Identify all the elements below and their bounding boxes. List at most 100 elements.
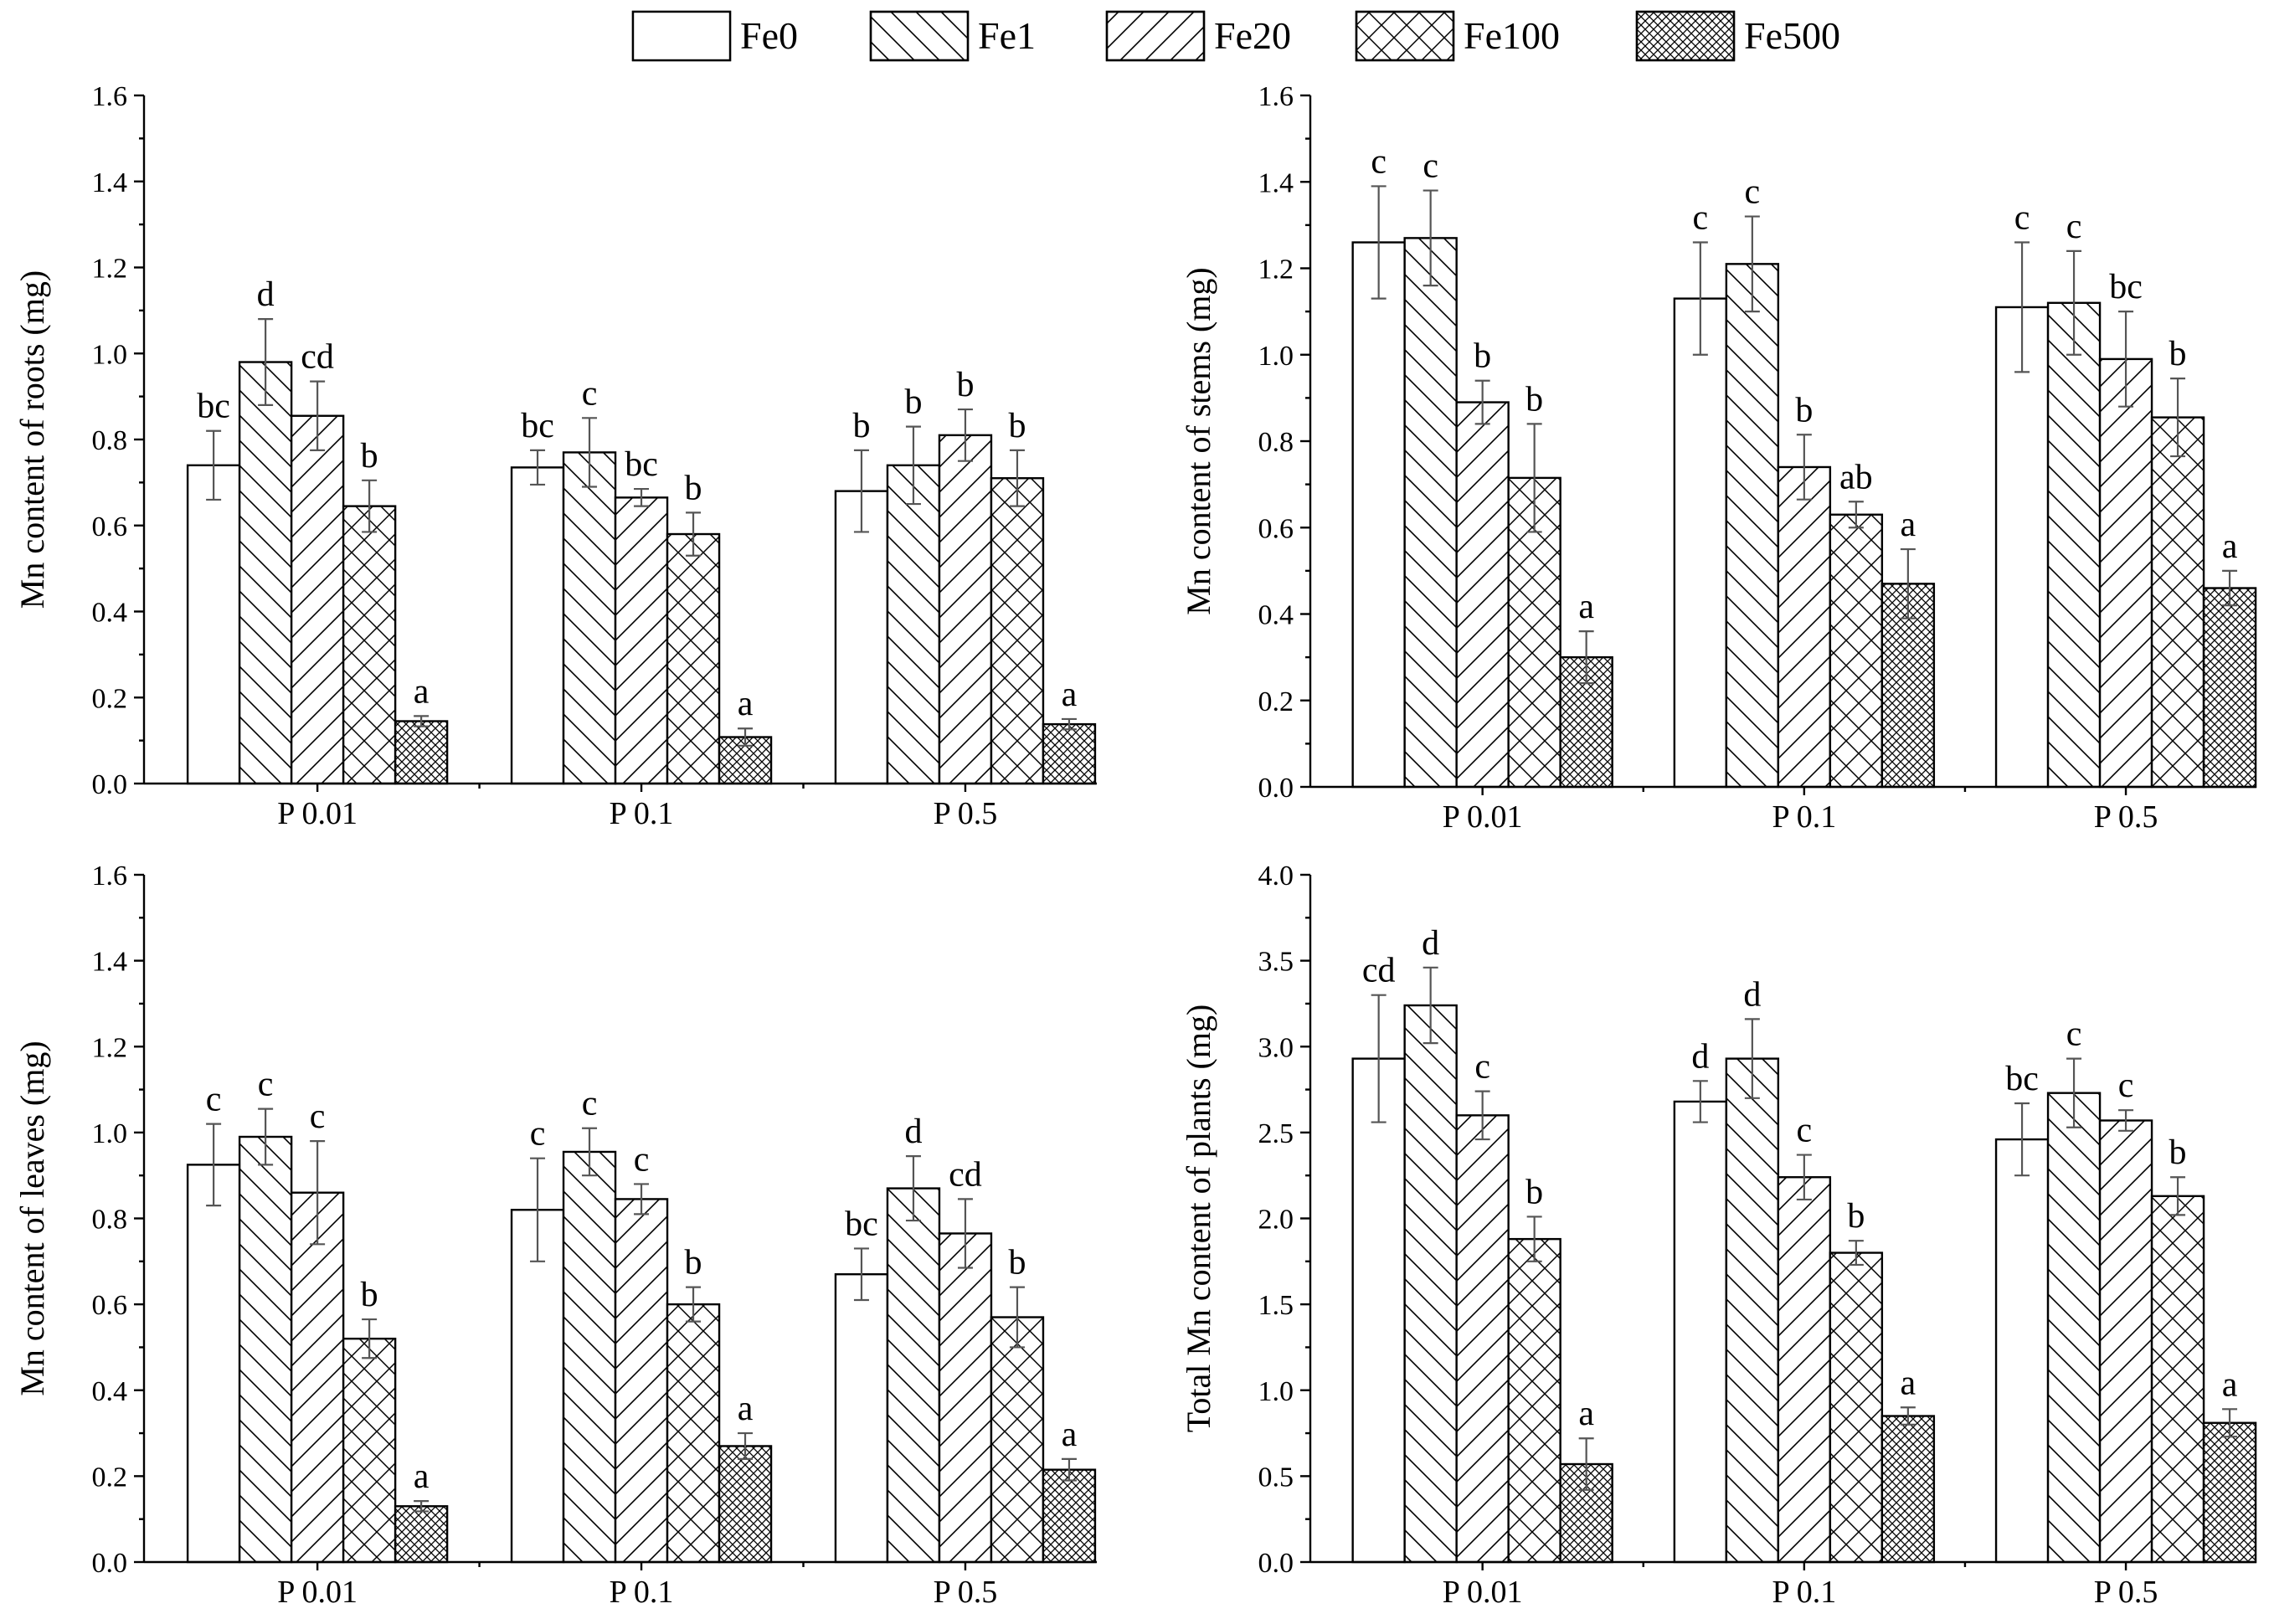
significance-letter: a — [414, 672, 430, 711]
significance-letter: a — [2222, 527, 2238, 566]
error-bar — [1423, 966, 1438, 1045]
y-tick-label: 0.4 — [1258, 600, 1294, 631]
significance-letter: b — [685, 469, 702, 507]
bar-fe100-1 — [342, 1337, 397, 1564]
error-bar — [1692, 1080, 1708, 1123]
y-tick-label: 1.5 — [1258, 1290, 1294, 1321]
y-tick-label: 1.0 — [1258, 1376, 1294, 1407]
error-bar — [2170, 378, 2186, 458]
bar-fe0-3 — [1994, 1138, 2050, 1564]
legend-label: Fe1 — [978, 14, 1036, 57]
significance-letter: bc — [625, 445, 658, 484]
significance-letter: bc — [2109, 268, 2143, 306]
error-bar — [1796, 434, 1812, 501]
significance-letter: b — [685, 1244, 702, 1282]
bar-fe0-1 — [1351, 1057, 1406, 1564]
y-tick-label: 1.2 — [92, 1032, 128, 1063]
significance-letter: a — [2222, 1365, 2238, 1404]
error-bar — [2014, 241, 2030, 373]
error-bar — [206, 1123, 222, 1207]
significance-letter: c — [634, 1140, 650, 1179]
y-axis-label: Mn content of stems (mg) — [1180, 267, 1217, 615]
error-bar — [738, 727, 754, 747]
bar-fe20-1 — [1455, 1114, 1510, 1564]
error-bar — [1009, 449, 1025, 507]
legend-label: Fe20 — [1214, 14, 1291, 57]
bar-fe0-3 — [834, 1273, 889, 1564]
significance-letter: b — [1847, 1197, 1865, 1236]
y-tick-label: 1.4 — [92, 947, 128, 978]
bar-fe1-1 — [238, 361, 293, 785]
y-tick-label: 1.4 — [92, 167, 128, 198]
error-bar — [362, 1318, 378, 1359]
y-tick-label: 3.0 — [1258, 1032, 1294, 1063]
error-bar — [634, 487, 650, 507]
bar-fe100-3 — [990, 477, 1045, 785]
bar-fe1-1 — [1403, 1004, 1458, 1564]
error-bar — [1371, 994, 1387, 1123]
error-bar — [957, 1198, 973, 1269]
y-tick-label: 1.2 — [1258, 254, 1294, 285]
error-bar — [2066, 249, 2082, 356]
bar-fe1-2 — [562, 451, 617, 785]
bar-fe500-2 — [1880, 1415, 1936, 1564]
y-tick-label: 2.5 — [1258, 1118, 1294, 1149]
significance-letter: bc — [2005, 1060, 2039, 1098]
legend-item-fe20: Fe20 — [1105, 10, 1291, 62]
bar-fe1-2 — [1725, 263, 1780, 789]
significance-letter: b — [1008, 1244, 1026, 1282]
y-tick-label: 0.8 — [1258, 427, 1294, 458]
significance-letter: b — [361, 437, 378, 475]
y-tick-label: 1.6 — [92, 861, 128, 892]
error-bar — [2014, 1102, 2030, 1177]
error-bar — [1848, 1240, 1864, 1267]
bar-fe100-2 — [1829, 513, 1884, 789]
y-tick-label: 4.0 — [1258, 861, 1294, 892]
bar-fe20-1 — [290, 414, 345, 785]
significance-letter: c — [1797, 1112, 1813, 1150]
bar-fe100-3 — [2150, 416, 2205, 789]
bar-fe0-3 — [834, 490, 889, 785]
error-bar — [310, 1140, 326, 1246]
legend-label: Fe100 — [1464, 14, 1560, 57]
bar-fe1-3 — [2046, 301, 2102, 789]
bar-fe0-2 — [510, 466, 565, 785]
x-tick-label: P 0.5 — [934, 1575, 998, 1610]
y-tick-label: 0.8 — [92, 1205, 128, 1236]
legend-label: Fe500 — [1744, 14, 1840, 57]
x-tick-label: P 0.5 — [2094, 799, 2158, 835]
significance-letter: c — [2066, 1015, 2082, 1054]
significance-letter: a — [1901, 506, 1916, 544]
significance-letter: bc — [845, 1205, 878, 1243]
y-tick-label: 2.0 — [1258, 1205, 1294, 1236]
bar-fe20-2 — [614, 496, 669, 785]
bar-fe500-1 — [394, 1505, 449, 1564]
bar-fe20-1 — [1455, 401, 1510, 789]
error-bar — [853, 1247, 869, 1302]
significance-letter: b — [1525, 1173, 1543, 1211]
significance-letter: b — [361, 1276, 378, 1314]
significance-letter: a — [414, 1457, 430, 1496]
bar-fe500-3 — [2202, 587, 2257, 789]
y-axis-label: Total Mn content of plants (mg) — [1180, 1005, 1217, 1433]
legend-item-fe100: Fe100 — [1355, 10, 1560, 62]
error-bar — [1900, 1406, 1916, 1426]
significance-letter: b — [2169, 1133, 2187, 1172]
error-bar — [310, 380, 326, 451]
significance-letter: bc — [197, 388, 230, 426]
error-bar — [530, 449, 546, 486]
bar-fe1-2 — [562, 1150, 617, 1564]
significance-letter: cd — [949, 1155, 982, 1194]
bar-fe500-2 — [718, 1445, 773, 1564]
significance-letter: c — [582, 374, 598, 413]
error-bar — [1578, 1437, 1594, 1491]
error-bar — [1061, 1457, 1077, 1482]
y-tick-label: 0.2 — [92, 683, 128, 714]
error-bar — [1474, 379, 1490, 425]
bar-fe100-2 — [666, 532, 721, 785]
bar-fe20-1 — [290, 1191, 345, 1564]
